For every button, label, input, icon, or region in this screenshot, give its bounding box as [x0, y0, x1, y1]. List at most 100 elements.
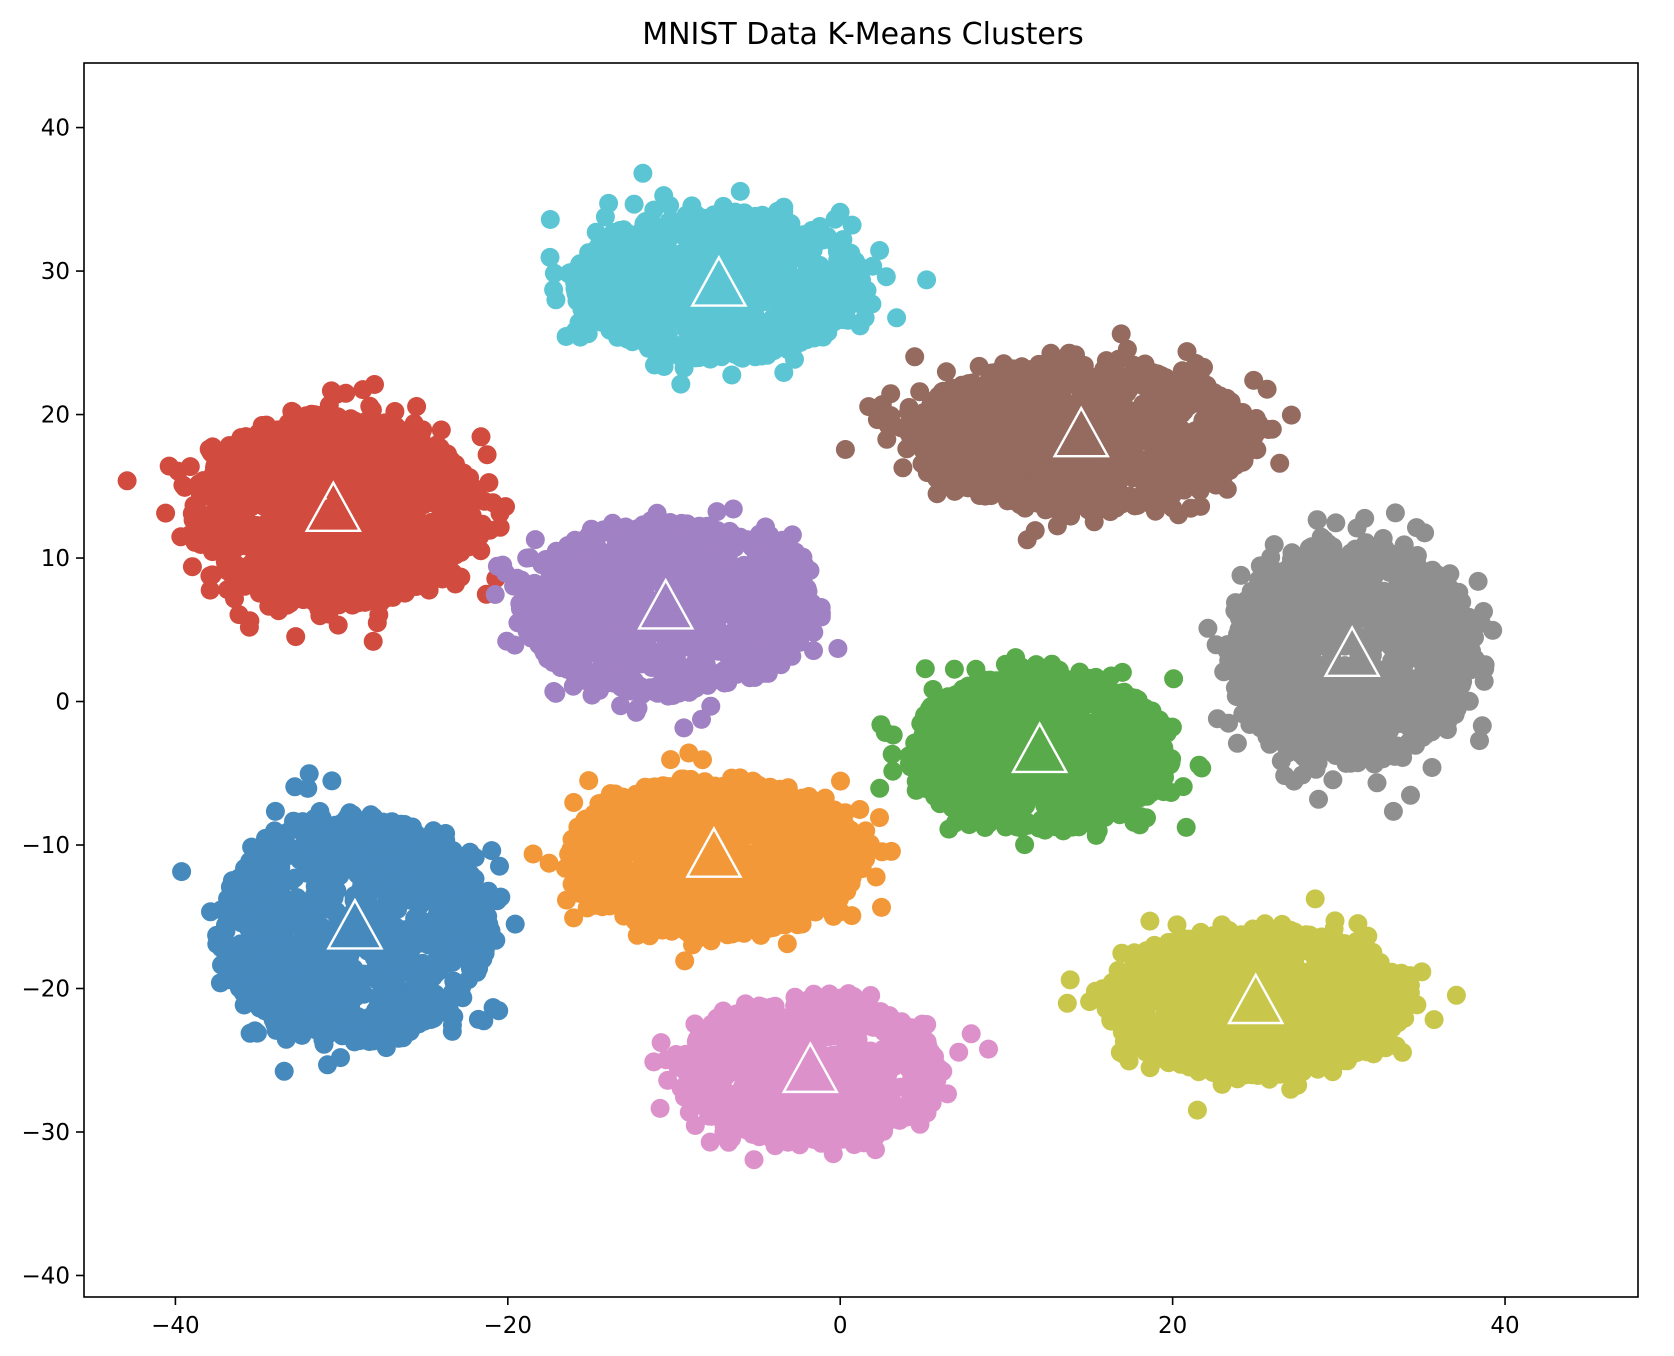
data-point [352, 489, 372, 508]
data-point [497, 631, 517, 651]
data-point [215, 442, 235, 462]
data-point [717, 566, 737, 586]
data-point [308, 469, 328, 489]
data-point [577, 879, 596, 898]
data-point [273, 429, 293, 449]
data-point [310, 518, 330, 538]
data-point [777, 894, 796, 913]
data-point [418, 575, 438, 595]
data-point [422, 540, 441, 560]
data-point [197, 486, 217, 505]
data-point [184, 495, 204, 515]
data-point [600, 563, 619, 582]
data-point [156, 503, 176, 523]
data-point [917, 270, 937, 290]
data-point [799, 252, 819, 272]
data-point [659, 851, 679, 871]
data-point [729, 918, 749, 938]
data-point [887, 308, 907, 328]
data-point [695, 773, 714, 792]
data-point [557, 890, 576, 910]
data-point [431, 440, 451, 460]
data-point [172, 862, 192, 882]
data-point [701, 213, 721, 232]
data-point [460, 948, 480, 968]
data-point [540, 247, 560, 267]
data-point [565, 530, 585, 550]
data-point [465, 893, 485, 912]
data-point [182, 557, 202, 577]
data-point [544, 280, 564, 300]
data-point [383, 457, 403, 477]
data-point [343, 539, 363, 559]
data-point [320, 583, 340, 602]
data-point [200, 580, 220, 600]
data-point [312, 1001, 332, 1021]
data-point [770, 333, 790, 353]
data-point [411, 464, 431, 484]
data-point [600, 320, 620, 340]
data-point [551, 658, 571, 678]
data-point [403, 529, 423, 549]
data-point [732, 845, 752, 865]
data-point [360, 396, 380, 416]
data-point [636, 780, 656, 800]
data-point [597, 545, 617, 564]
data-point [117, 471, 137, 491]
data-point [383, 420, 403, 440]
data-point [427, 906, 447, 926]
data-point [834, 250, 854, 270]
data-point [159, 456, 179, 476]
data-point [269, 601, 289, 621]
data-point [627, 255, 647, 275]
data-point [730, 626, 750, 646]
data-point [428, 457, 448, 477]
data-point [671, 374, 691, 394]
data-point [723, 337, 743, 357]
data-point [624, 194, 644, 214]
data-point [722, 365, 742, 385]
data-point [452, 486, 472, 506]
data-point [400, 1022, 420, 1042]
data-point [268, 867, 287, 887]
data-point [257, 559, 277, 579]
data-point [301, 447, 321, 467]
data-point [612, 609, 632, 629]
data-point [617, 630, 637, 650]
data-point [377, 841, 397, 861]
data-point [775, 209, 795, 229]
data-point [719, 663, 739, 683]
data-point [617, 326, 637, 346]
data-point [866, 867, 886, 887]
data-point [296, 1014, 316, 1034]
data-point [803, 805, 823, 825]
data-point [754, 575, 774, 595]
data-point [183, 510, 203, 530]
data-point [372, 469, 392, 489]
data-point [285, 952, 305, 972]
data-point [355, 1026, 375, 1046]
data-point [726, 609, 746, 629]
data-point [468, 1009, 488, 1029]
cluster-4-points [523, 743, 901, 971]
data-point [594, 626, 614, 646]
data-point [692, 649, 712, 669]
data-point [505, 914, 525, 934]
data-point [443, 841, 463, 861]
data-point [642, 545, 662, 565]
cluster-3-points [485, 499, 848, 738]
data-point [646, 513, 666, 533]
data-point [641, 327, 661, 347]
data-point [265, 1014, 285, 1034]
data-point [218, 970, 238, 990]
data-point [749, 811, 769, 831]
data-point [451, 524, 471, 544]
data-point [321, 841, 341, 861]
data-point [263, 457, 283, 477]
data-point [361, 585, 381, 605]
data-point [624, 567, 644, 587]
data-point [777, 934, 797, 954]
data-point [872, 897, 891, 917]
data-point [698, 795, 718, 815]
data-point [483, 493, 503, 513]
